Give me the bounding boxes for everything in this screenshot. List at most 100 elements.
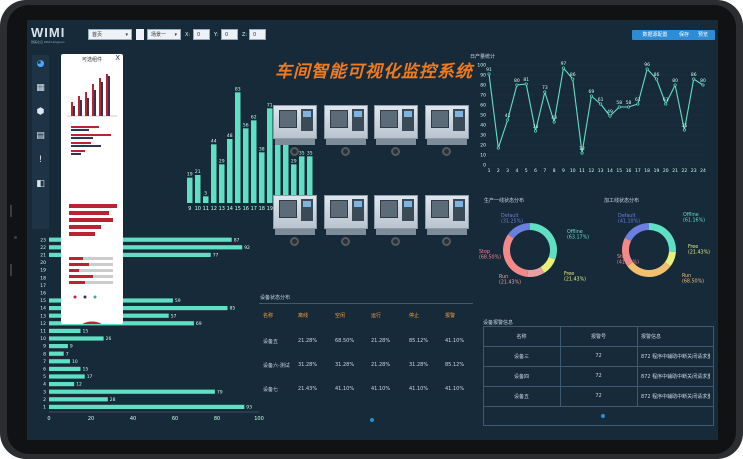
line2-status-donut: Offline(61.16%) Free(21.43%) Run(68.50%) St… xyxy=(617,212,710,285)
cnc-machine[interactable] xyxy=(425,105,469,157)
pagination-dot[interactable] xyxy=(601,414,605,418)
hbar xyxy=(49,374,85,379)
status-lamp-icon xyxy=(341,237,350,246)
y-tick-label: 100 xyxy=(477,63,486,69)
hbar-value-label: 15 xyxy=(83,367,89,373)
bar-value-label: 71 xyxy=(267,102,273,108)
x-tick-label: 18 xyxy=(644,168,650,174)
scene-select[interactable]: 场景一 ▾ xyxy=(147,29,181,40)
cnc-machine[interactable] xyxy=(374,195,418,247)
data-label: 73 xyxy=(542,85,548,91)
table-cell: 41.10% xyxy=(409,386,429,392)
cnc-machine[interactable] xyxy=(324,195,368,247)
x-tick-label: 22 xyxy=(682,168,688,174)
status-lamp-icon xyxy=(442,237,451,246)
line1-status-donut: Offline(63.17%)Free(21.43%)Run(21.43%)St… xyxy=(479,213,589,286)
save-button[interactable]: 保存 xyxy=(672,30,696,40)
pagination-dot[interactable] xyxy=(370,418,374,422)
x-tick-label: 7 xyxy=(543,168,546,174)
grid-icon[interactable]: ▦ xyxy=(36,83,45,93)
y-tick-label: 13 xyxy=(40,313,46,319)
col-divider xyxy=(637,326,638,406)
component-toolbar: ◕ ▦ ⬢ ▤ ! ◧ xyxy=(32,55,49,229)
bar xyxy=(195,175,201,203)
data-point xyxy=(645,67,649,71)
cnc-machine[interactable] xyxy=(324,105,368,157)
file-icon[interactable] xyxy=(136,29,144,40)
hbar xyxy=(49,344,68,349)
bar xyxy=(283,120,289,203)
datasource-button[interactable]: 数据源配置 xyxy=(632,30,678,40)
y-tick-label: 2 xyxy=(43,397,46,403)
y-input[interactable]: 0 xyxy=(221,29,238,40)
donut-slice xyxy=(664,251,676,267)
hbar-value-label: 59 xyxy=(175,298,181,304)
data-label: 80 xyxy=(700,78,706,84)
status-lamp-icon xyxy=(290,147,299,156)
x-tick-label: 60 xyxy=(172,416,178,422)
hbar-value-label: 87 xyxy=(234,237,240,243)
data-label: 97 xyxy=(561,61,567,67)
hbar-value-label: 12 xyxy=(76,382,82,388)
popup-title: 可选组件 xyxy=(81,57,102,63)
machine-base xyxy=(275,139,315,145)
hbar-value-label: 28 xyxy=(110,397,116,403)
hbar xyxy=(49,351,64,356)
cube-icon[interactable]: ⬢ xyxy=(36,107,45,117)
y-tick-label: 4 xyxy=(43,382,46,388)
data-label: 58 xyxy=(626,100,632,106)
document-icon[interactable]: ▤ xyxy=(36,131,45,141)
x-tick-label: 9 xyxy=(562,168,565,174)
close-icon[interactable]: X xyxy=(115,54,120,62)
table-cell: 872 程序中辅助中断关闭请求重... xyxy=(641,374,710,380)
y-tick-label: 40 xyxy=(480,123,486,129)
hbar-value-label: 7 xyxy=(66,351,69,357)
pie-chart-icon[interactable]: ◕ xyxy=(36,59,45,69)
table-header: 离线 xyxy=(298,313,309,319)
y-tick-label: 50 xyxy=(480,113,486,119)
data-point xyxy=(580,151,584,155)
popup-thumbnails[interactable] xyxy=(61,54,123,324)
machine-screen xyxy=(354,111,362,117)
donut-slice xyxy=(530,223,557,260)
y-tick-label: 7 xyxy=(43,359,46,365)
x-tick-label: 11 xyxy=(579,168,585,174)
chevron-down-icon: ▾ xyxy=(125,32,128,38)
table-cell: 872 程序中辅助中断关闭请求重... xyxy=(641,394,710,400)
x-tick-label: 2 xyxy=(497,168,500,174)
hbar xyxy=(49,336,104,341)
x-tick-label: 13 xyxy=(219,206,225,212)
donut-slice xyxy=(624,223,649,242)
horizontal-bar-chart: 9312827931241751561077899261015116912571… xyxy=(40,237,264,422)
bar-value-label: 83 xyxy=(235,86,241,92)
cnc-machine[interactable] xyxy=(374,105,418,157)
preview-button[interactable]: 预览 xyxy=(691,30,715,40)
data-point xyxy=(692,77,696,81)
bar xyxy=(291,164,297,203)
logo-text: WIMI xyxy=(31,25,66,40)
data-point xyxy=(533,129,538,133)
cnc-machine[interactable] xyxy=(273,195,317,247)
table-cell: 31.28% xyxy=(298,362,318,368)
alert-icon[interactable]: ! xyxy=(38,155,43,165)
y-tick-label: 14 xyxy=(40,306,46,312)
y-tick-label: 16 xyxy=(40,291,46,297)
page-select[interactable]: 首页 ▾ xyxy=(88,29,132,40)
bar xyxy=(275,135,281,203)
layers-icon[interactable]: ◧ xyxy=(36,179,45,189)
data-label: 91 xyxy=(486,67,492,73)
x-input[interactable]: 0 xyxy=(193,29,210,40)
x-tick-label: 8 xyxy=(553,168,556,174)
table-cell: 41.10% xyxy=(445,338,465,344)
table-cell: 41.10% xyxy=(371,386,391,392)
hbar-value-label: 10 xyxy=(72,359,78,365)
cnc-machine[interactable] xyxy=(425,195,469,247)
status-lamp-icon xyxy=(391,147,400,156)
cnc-machine[interactable] xyxy=(273,105,317,157)
hbar xyxy=(49,359,70,364)
machine-screen xyxy=(303,201,311,207)
x-tick-label: 10 xyxy=(195,206,201,212)
machine-screen xyxy=(354,201,362,207)
hbar-value-label: 85 xyxy=(230,306,236,312)
z-input[interactable]: 0 xyxy=(249,29,266,40)
